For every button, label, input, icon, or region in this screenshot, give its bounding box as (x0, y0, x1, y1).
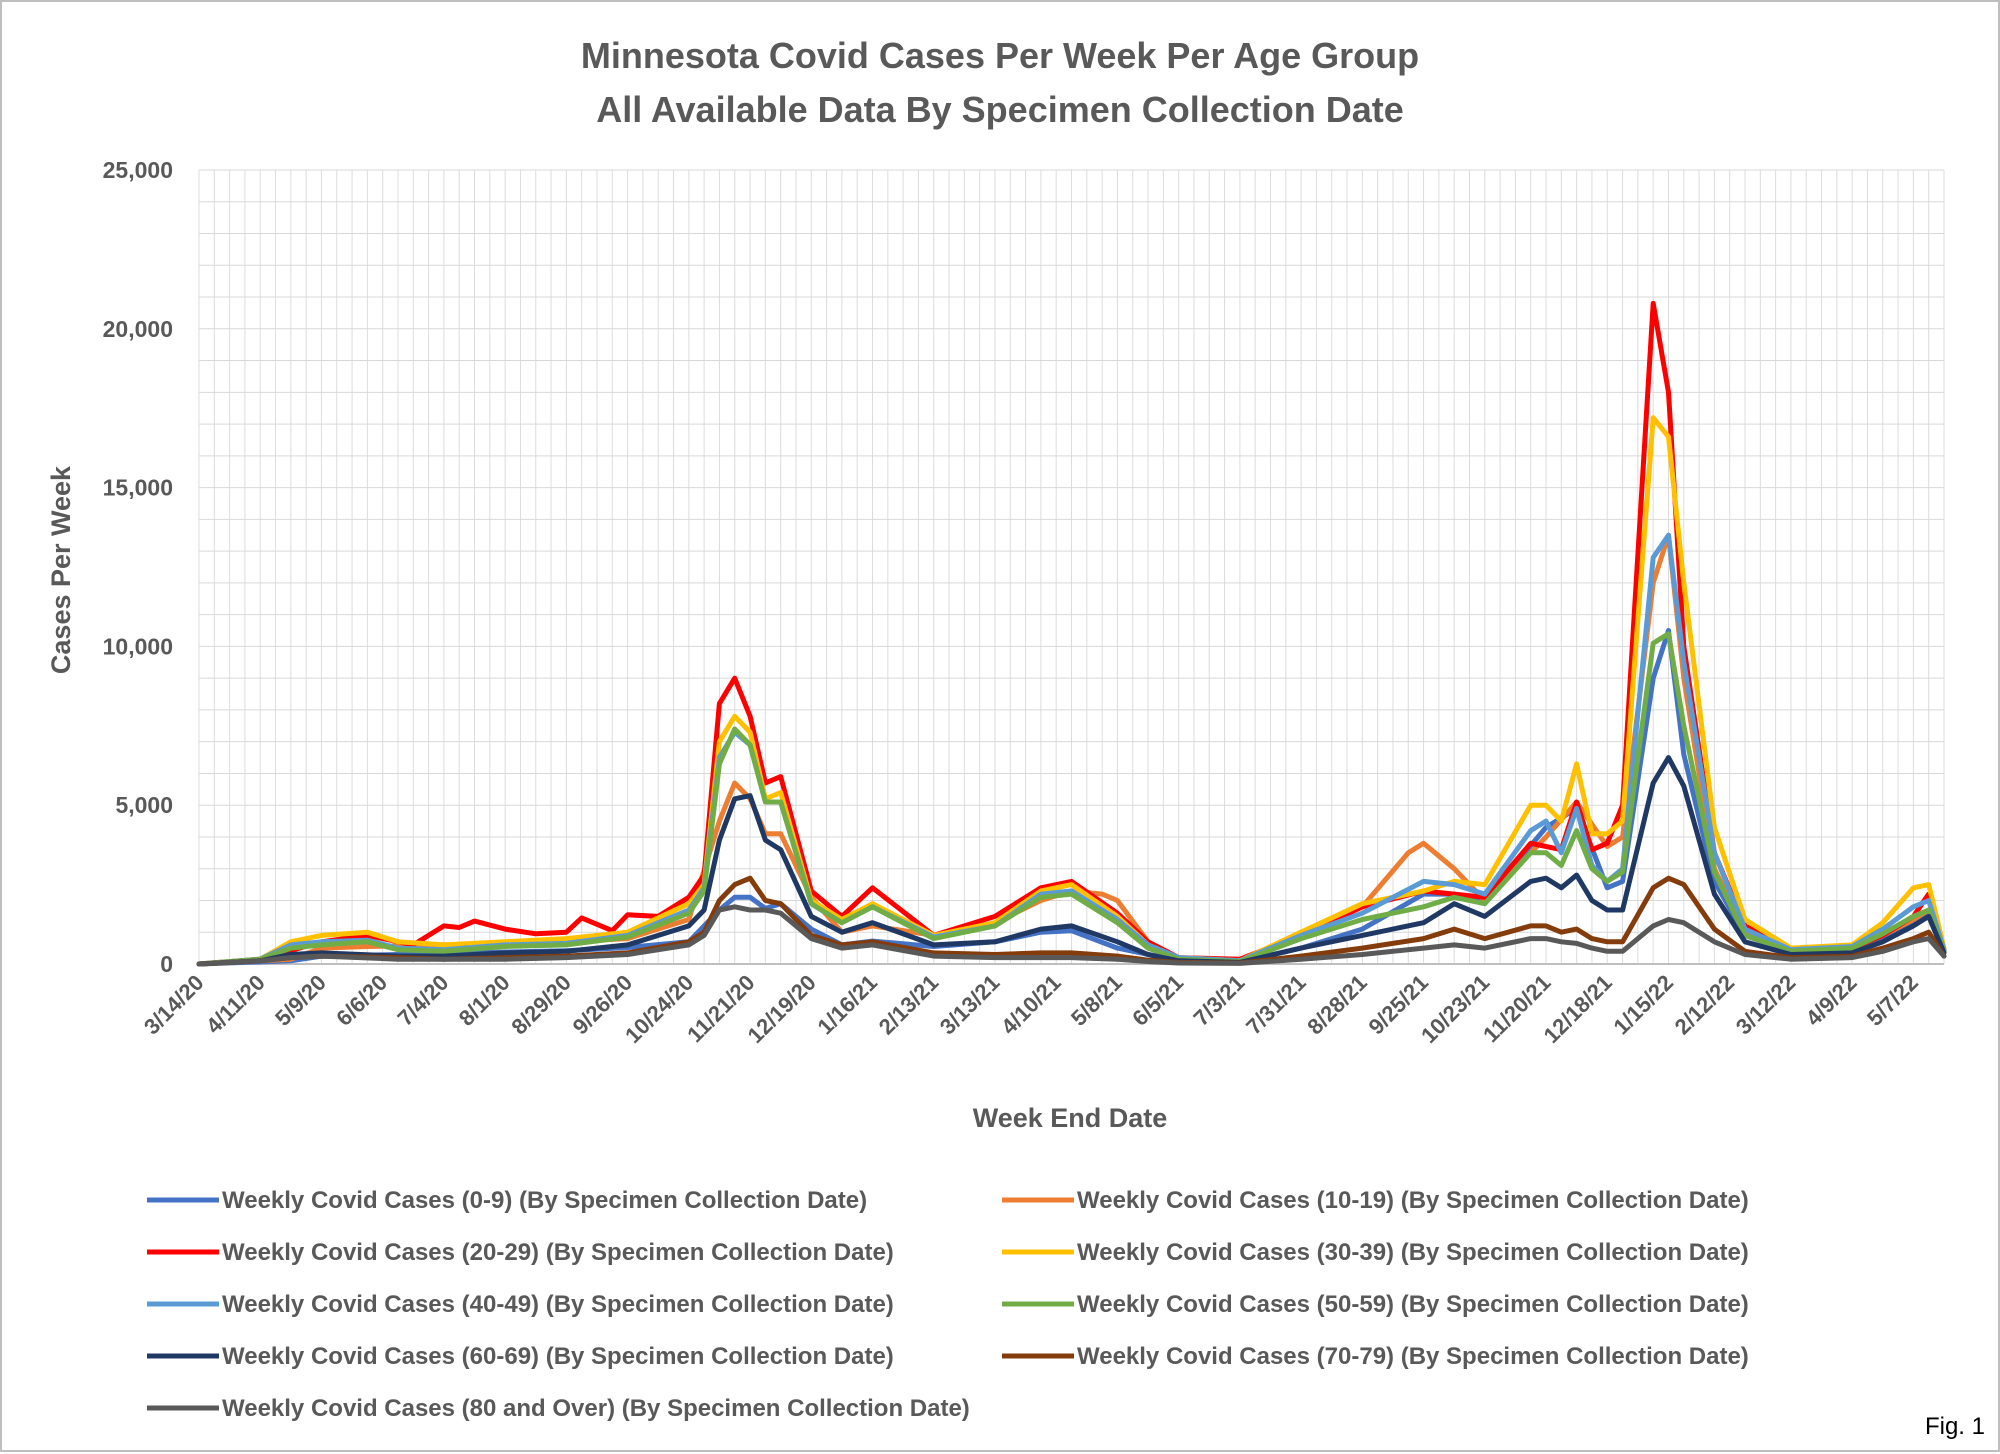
x-tick-label: 3/13/21 (935, 970, 1005, 1040)
x-tick-label: 3/12/22 (1731, 970, 1801, 1040)
x-tick-label: 4/9/22 (1801, 970, 1862, 1031)
legend-label: Weekly Covid Cases (50-59) (By Specimen … (1077, 1291, 1749, 1318)
x-tick-label: 5/9/20 (270, 970, 331, 1031)
legend-label: Weekly Covid Cases (30-39) (By Specimen … (1077, 1239, 1749, 1266)
y-tick-label: 15,000 (103, 475, 173, 501)
x-tick-label: 12/19/20 (743, 970, 821, 1048)
x-tick-label: 4/10/21 (996, 970, 1066, 1040)
x-tick-label: 5/7/22 (1862, 970, 1923, 1031)
x-tick-label: 7/31/21 (1241, 970, 1311, 1040)
x-tick-label: 4/11/20 (201, 970, 270, 1039)
x-tick-label: 8/29/20 (506, 970, 576, 1040)
x-tick-label: 3/14/20 (139, 970, 209, 1040)
gridlines (198, 169, 1945, 965)
legend-label: Weekly Covid Cases (60-69) (By Specimen … (222, 1343, 894, 1370)
figure-label: Fig. 1 (1925, 1413, 1985, 1440)
x-tick-label: 10/24/20 (620, 970, 698, 1048)
legend-label: Weekly Covid Cases (10-19) (By Specimen … (1077, 1187, 1749, 1214)
chart-title: Minnesota Covid Cases Per Week Per Age G… (581, 35, 1419, 76)
legend-label: Weekly Covid Cases (80 and Over) (By Spe… (222, 1395, 970, 1422)
x-tick-label: 2/13/21 (874, 970, 944, 1040)
x-tick-label: 6/6/20 (331, 970, 392, 1031)
series-line-2 (196, 300, 1947, 967)
x-tick-label: 1/15/22 (1608, 970, 1678, 1040)
legend-label: Weekly Covid Cases (20-29) (By Specimen … (222, 1239, 894, 1266)
x-tick-label: 10/23/21 (1416, 970, 1494, 1048)
series-line-5 (196, 631, 1947, 967)
y-tick-label: 10,000 (103, 633, 173, 659)
series-line-6 (196, 755, 1947, 967)
y-tick-label: 0 (160, 951, 173, 977)
x-tick-label: 5/8/21 (1066, 970, 1127, 1031)
x-tick-label: 12/18/21 (1539, 970, 1617, 1048)
y-axis-ticks: 0 5,000 10,000 15,000 20,000 25,000 (103, 157, 173, 977)
series-line-8 (196, 904, 1947, 967)
x-tick-label: 1/16/21 (812, 970, 882, 1040)
legend-label: Weekly Covid Cases (70-79) (By Specimen … (1077, 1343, 1749, 1370)
x-tick-label: 8/28/21 (1302, 970, 1372, 1040)
x-tick-label: 6/5/21 (1127, 970, 1188, 1031)
y-axis-title: Cases Per Week (46, 465, 76, 674)
y-tick-label: 25,000 (103, 157, 173, 183)
x-tick-label: 7/4/20 (393, 970, 454, 1031)
y-tick-label: 20,000 (103, 316, 173, 342)
legend-label: Weekly Covid Cases (0-9) (By Specimen Co… (222, 1187, 867, 1214)
y-tick-label: 5,000 (115, 792, 173, 818)
x-tick-label: 2/12/22 (1670, 970, 1740, 1040)
x-axis-title: Week End Date (973, 1103, 1168, 1133)
series-lines (196, 300, 1947, 967)
chart-subtitle: All Available Data By Specimen Collectio… (596, 89, 1404, 130)
x-axis-ticks: 3/14/204/11/20 5/9/20 6/6/20 7/4/20 8/1/208/… (139, 970, 1923, 1048)
legend-label: Weekly Covid Cases (40-49) (By Specimen … (222, 1291, 894, 1318)
legend: Weekly Covid Cases (0-9) (By Specimen Co… (147, 1187, 1749, 1422)
